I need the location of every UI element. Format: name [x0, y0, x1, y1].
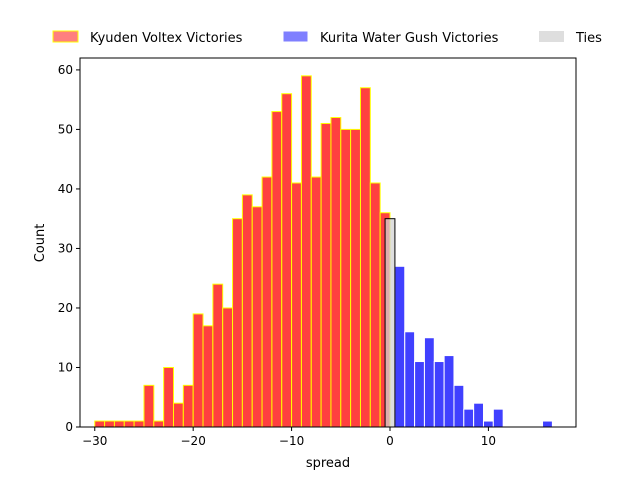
bar-kyuden-27 — [359, 87, 371, 428]
bar-kyuden-22 — [310, 176, 322, 428]
y-tick-label: 20 — [58, 301, 73, 315]
y-axis-ticks: 0 10 20 30 40 50 60 — [58, 63, 80, 434]
bar-kyuden-12 — [212, 283, 224, 428]
bar-kyuden-28 — [369, 182, 381, 428]
bar-kurita-2 — [414, 361, 425, 428]
legend-label-ties: Ties — [575, 31, 602, 46]
bar-kyuden-1 — [104, 420, 115, 428]
bar-kurita-3 — [423, 337, 435, 428]
bar-kyuden-10 — [192, 313, 204, 428]
bar-kyuden-15 — [241, 194, 253, 428]
y-tick-label: 0 — [65, 420, 73, 434]
legend-swatch-kyuden — [52, 30, 79, 43]
bar-kyuden-6 — [153, 420, 165, 428]
bar-kyuden-24 — [330, 117, 342, 428]
bar-kurita-4 — [433, 361, 445, 428]
bar-kurita-9 — [482, 420, 494, 428]
y-tick-label: 30 — [58, 241, 73, 255]
bar-kyuden-9 — [182, 384, 194, 428]
plot-frame — [79, 57, 577, 428]
legend-label-kurita: Kurita Water Gush Victories — [320, 31, 499, 46]
bar-kyuden-3 — [123, 420, 135, 428]
x-axis-ticks: −30 −20 −10 0 10 — [82, 427, 496, 448]
bar-kyuden-0 — [94, 420, 106, 428]
bar-kurita-11 — [542, 420, 553, 428]
y-tick-label: 60 — [58, 63, 73, 77]
bar-kyuden-16 — [251, 206, 263, 428]
x-axis-label: spread — [306, 456, 350, 471]
y-tick-label: 10 — [58, 360, 73, 374]
bar-kurita-10 — [492, 408, 504, 428]
y-axis-label: Count — [33, 224, 48, 263]
legend: Kyuden Voltex Victories Kurita Water Gus… — [52, 30, 602, 46]
bar-kyuden-4 — [133, 420, 145, 428]
bar-kyuden-25 — [340, 128, 352, 428]
bar-kyuden-20 — [291, 182, 302, 428]
bar-kyuden-11 — [202, 325, 214, 428]
bar-kurita-6 — [453, 384, 465, 428]
x-tick-label: −10 — [279, 434, 304, 448]
legend-swatch-ties — [539, 31, 564, 42]
bar-kyuden-8 — [172, 402, 184, 428]
bar-kyuden-23 — [320, 122, 332, 428]
bar-kyuden-7 — [163, 366, 174, 428]
bar-kyuden-18 — [271, 111, 283, 428]
x-tick-label: −20 — [181, 434, 206, 448]
bar-kurita-0 — [394, 265, 406, 428]
bar-kyuden-14 — [232, 218, 243, 428]
bars-layer — [94, 75, 553, 428]
bar-kurita-5 — [443, 355, 455, 428]
x-tick-label: 10 — [481, 434, 496, 448]
bar-ties-0 — [384, 218, 396, 428]
bar-kyuden-13 — [222, 307, 234, 428]
bar-kurita-1 — [404, 331, 416, 428]
y-tick-label: 50 — [58, 122, 73, 136]
bar-kurita-8 — [473, 402, 484, 428]
bar-kyuden-5 — [143, 384, 155, 428]
bar-kyuden-19 — [281, 93, 293, 428]
bar-kyuden-17 — [261, 176, 273, 428]
x-tick-label: 0 — [386, 434, 394, 448]
legend-label-kyuden: Kyuden Voltex Victories — [90, 31, 243, 46]
y-tick-label: 40 — [58, 182, 73, 196]
bar-kyuden-2 — [113, 420, 125, 428]
bar-kyuden-26 — [350, 128, 361, 428]
bar-kyuden-21 — [300, 75, 312, 428]
legend-swatch-kurita — [282, 30, 309, 43]
bar-kurita-7 — [463, 408, 475, 428]
x-tick-label: −30 — [82, 434, 107, 448]
